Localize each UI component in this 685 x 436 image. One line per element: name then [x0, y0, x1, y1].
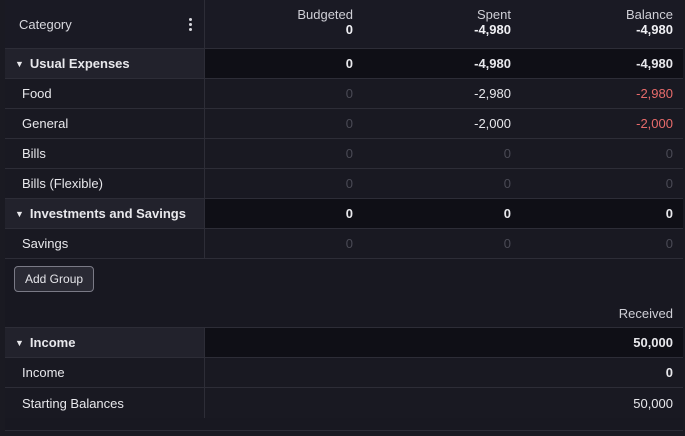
category-header[interactable]: Category — [5, 0, 205, 48]
category-budgeted[interactable]: 0 — [345, 86, 353, 101]
category-name[interactable]: General — [5, 109, 205, 138]
group-name-cell[interactable]: ▼ Investments and Savings — [5, 199, 205, 228]
group-spent: -4,980 — [474, 56, 511, 71]
group-spent: 0 — [503, 206, 511, 221]
category-spent[interactable]: 0 — [503, 236, 511, 251]
category-spent[interactable]: -2,980 — [474, 86, 511, 101]
budgeted-total: 0 — [345, 22, 353, 37]
category-row-bills[interactable]: Bills 0 0 0 — [5, 139, 683, 169]
category-budgeted[interactable]: 0 — [345, 236, 353, 251]
group-row-income[interactable]: ▼ Income 50,000 — [5, 328, 683, 358]
balance-total: -4,980 — [636, 22, 673, 37]
group-balance: -4,980 — [636, 56, 673, 71]
spent-header: Spent -4,980 — [363, 0, 521, 48]
table-header: Category Budgeted 0 Spent -4,980 Balance… — [5, 0, 683, 49]
category-row-food[interactable]: Food 0 -2,980 -2,980 — [5, 79, 683, 109]
category-budgeted[interactable]: 0 — [345, 146, 353, 161]
category-balance[interactable]: -2,980 — [636, 86, 673, 101]
category-header-label: Category — [19, 16, 72, 32]
group-received: 50,000 — [633, 335, 673, 350]
more-menu-icon[interactable] — [189, 17, 192, 31]
category-spent[interactable]: -2,000 — [474, 116, 511, 131]
category-name[interactable]: Income — [5, 358, 205, 387]
caret-down-icon[interactable]: ▼ — [15, 337, 24, 348]
category-balance[interactable]: 0 — [665, 236, 673, 251]
category-row-income[interactable]: Income 0 — [5, 358, 683, 388]
category-received: 0 — [665, 365, 673, 380]
category-balance[interactable]: -2,000 — [636, 116, 673, 131]
category-budgeted[interactable]: 0 — [345, 176, 353, 191]
category-row-starting-balances[interactable]: Starting Balances 50,000 — [5, 388, 683, 418]
group-name: Usual Expenses — [29, 56, 130, 71]
add-group-row: Add Group — [5, 259, 683, 299]
caret-down-icon[interactable]: ▼ — [15, 208, 24, 219]
category-row-bills-flexible[interactable]: Bills (Flexible) 0 0 0 — [5, 169, 683, 199]
add-group-button[interactable]: Add Group — [14, 266, 95, 292]
budgeted-header: Budgeted 0 — [205, 0, 363, 48]
category-spent[interactable]: 0 — [503, 146, 511, 161]
category-balance[interactable]: 0 — [665, 176, 673, 191]
group-row-usual-expenses[interactable]: ▼ Usual Expenses 0 -4,980 -4,980 — [5, 49, 683, 79]
category-balance[interactable]: 0 — [665, 146, 673, 161]
received-header: Received — [5, 299, 683, 328]
group-budgeted: 0 — [345, 56, 353, 71]
group-name: Investments and Savings — [29, 206, 186, 221]
budgeted-header-label: Budgeted — [297, 7, 353, 22]
balance-header-label: Balance — [626, 7, 673, 22]
category-row-savings[interactable]: Savings 0 0 0 — [5, 229, 683, 259]
budget-table: Category Budgeted 0 Spent -4,980 Balance… — [5, 0, 683, 431]
group-balance: 0 — [665, 206, 673, 221]
category-row-general[interactable]: General 0 -2,000 -2,000 — [5, 109, 683, 139]
category-budgeted[interactable]: 0 — [345, 116, 353, 131]
category-received: 50,000 — [633, 395, 673, 411]
group-row-investments-and-savings[interactable]: ▼ Investments and Savings 0 0 0 — [5, 199, 683, 229]
group-name-cell[interactable]: ▼ Usual Expenses — [5, 49, 205, 78]
category-name[interactable]: Bills (Flexible) — [5, 169, 205, 198]
group-budgeted: 0 — [345, 206, 353, 221]
group-name: Income — [29, 335, 76, 350]
group-name-cell[interactable]: ▼ Income — [5, 328, 205, 357]
category-name[interactable]: Bills — [5, 139, 205, 168]
category-name[interactable]: Starting Balances — [5, 388, 205, 418]
category-spent[interactable]: 0 — [503, 176, 511, 191]
spent-total: -4,980 — [474, 22, 511, 37]
category-name[interactable]: Food — [5, 79, 205, 108]
category-name[interactable]: Savings — [5, 229, 205, 258]
balance-header: Balance -4,980 — [521, 0, 683, 48]
spent-header-label: Spent — [477, 7, 511, 22]
caret-down-icon[interactable]: ▼ — [15, 58, 24, 69]
